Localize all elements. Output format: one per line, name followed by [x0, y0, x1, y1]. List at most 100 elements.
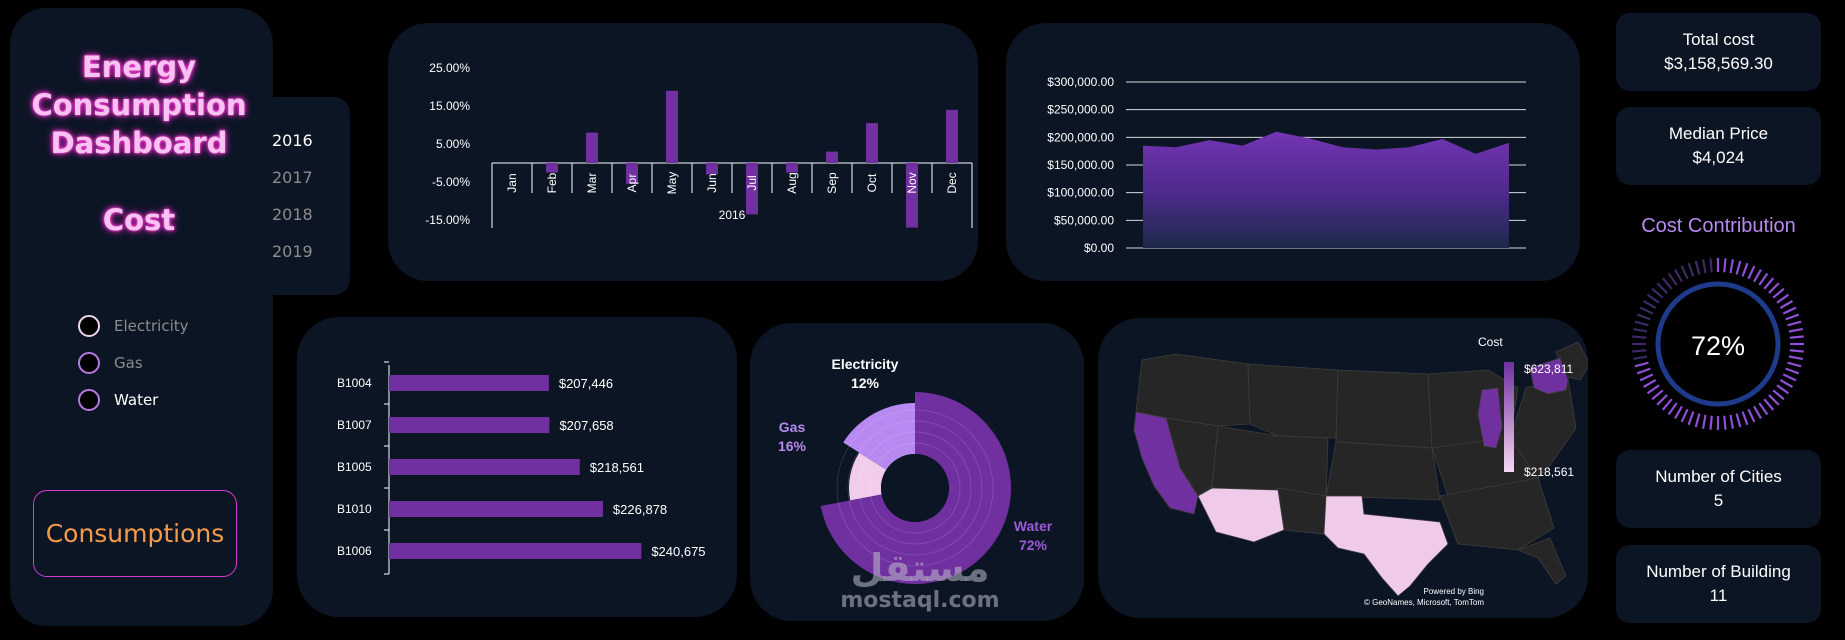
gauge-tick [1680, 265, 1689, 280]
building-cost-chart: B1004 $207,446 B1007 $207,658 B1005 $218,561 B… [337, 361, 706, 575]
y-tick-label: 5.00% [436, 137, 470, 151]
x-tick-label: Nov [905, 172, 919, 193]
state-illinois[interactable] [1477, 387, 1503, 449]
cities-card: Number of Cities 5 [1616, 450, 1821, 528]
slice-label-water: Water [1014, 518, 1053, 534]
bar-b1004 [389, 375, 549, 391]
year-2018[interactable]: 2018 [272, 205, 313, 224]
x-tick-label: May [665, 172, 679, 195]
state-texas[interactable] [1323, 495, 1449, 597]
gauge-tick [1741, 262, 1749, 277]
bar-dec [946, 109, 958, 163]
sunburst-ring [858, 431, 972, 545]
legend-water-label: Water [114, 391, 159, 409]
year-slicer-panel [262, 97, 350, 295]
state-arizona[interactable] [1197, 487, 1285, 543]
legend-water[interactable]: Water [78, 389, 158, 411]
gauge-tick [1753, 405, 1762, 420]
gas-radio-icon [78, 352, 100, 374]
category-label: B1005 [337, 460, 372, 474]
gauge-tick [1763, 398, 1775, 411]
value-label: $218,561 [590, 460, 644, 475]
y-tick-label: $250,000.00 [1047, 103, 1114, 117]
cost-contribution-title: Cost Contribution [1641, 215, 1796, 237]
year-2017[interactable]: 2017 [272, 168, 313, 187]
map-legend-max: $623,811 [1524, 362, 1573, 376]
total-cost-value: $3,158,569.30 [1664, 54, 1773, 73]
category-label: B1006 [337, 544, 372, 558]
legend-gas[interactable]: Gas [78, 352, 143, 374]
bar-b1006 [389, 543, 642, 559]
gauge-tick [1674, 268, 1683, 283]
year-2019[interactable]: 2019 [272, 242, 313, 261]
dashboard-title: Energy Consumption Dashboard [14, 48, 264, 162]
gauge-tick [1768, 394, 1780, 406]
gauge-tick [1785, 313, 1800, 321]
gauge-tick [1789, 349, 1804, 353]
bar-jul [746, 163, 758, 215]
x-tick-label: Aug [785, 172, 799, 193]
map-legend-min: $218,561 [1524, 465, 1574, 479]
value-label: $207,658 [559, 418, 613, 433]
bar-oct [866, 123, 878, 163]
cities-label: Number of Cities [1655, 467, 1782, 486]
consumptions-button[interactable]: Consumptions [33, 490, 237, 577]
cities-value: 5 [1713, 491, 1724, 510]
gauge-tick [1768, 282, 1780, 294]
gauge-tick [1776, 384, 1790, 395]
slice-pct-water: 72% [1019, 537, 1048, 553]
legend-electricity[interactable]: Electricity [78, 315, 189, 337]
sunburst-ring [836, 409, 994, 567]
gauge-tick [1787, 361, 1802, 368]
y-tick-label: $0.00 [1084, 241, 1114, 255]
buildings-value: 11 [1709, 586, 1728, 605]
gauge-tick [1709, 415, 1713, 430]
state-new-york[interactable] [1529, 357, 1569, 395]
gauge-tick [1642, 300, 1657, 309]
donut-hole [881, 454, 949, 522]
bar-aug [786, 163, 798, 173]
sunburst-ring [869, 442, 961, 534]
total-cost-label: Total cost [1682, 30, 1755, 49]
watermark-domain: mostaql.com [840, 588, 1000, 613]
map-legend-title: Cost [1478, 335, 1503, 349]
state-appalachia [1509, 377, 1577, 479]
bar-b1010 [389, 501, 603, 517]
gauge-tick [1694, 260, 1701, 275]
gauge-tick [1729, 414, 1735, 429]
state-california[interactable] [1133, 411, 1199, 515]
dashboard-subtitle: Cost [102, 203, 176, 237]
gauge-tick [1636, 367, 1651, 375]
contribution-panel: Water 72% Electricity 12% Gas 16% [750, 323, 1084, 621]
gauge-tick [1787, 320, 1802, 327]
x-tick-label: Sep [825, 172, 839, 194]
x-tick-label: Feb [545, 172, 559, 193]
state-utah-colorado [1211, 425, 1329, 499]
us-cost-map[interactable]: Cost $623,811 $218,561 Powered by Bing ©… [1098, 318, 1591, 618]
state-florida [1516, 537, 1567, 585]
title-line-1: Energy [81, 50, 197, 84]
year-2016[interactable]: 2016 [272, 131, 313, 150]
category-label: B1004 [337, 376, 372, 390]
gauge-tick [1632, 349, 1647, 353]
x-tick-label: Apr [625, 174, 639, 193]
median-price-card: Median Price $4,024 [1616, 107, 1821, 185]
cost-area-panel: $300,000.00 $250,000.00 $200,000.00 $150,00… [1006, 23, 1580, 281]
category-label: B1010 [337, 502, 372, 516]
slice-gas [843, 403, 915, 470]
gauge-tick [1667, 402, 1678, 416]
slice-water [820, 392, 1011, 584]
x-tick-label: Jun [705, 173, 719, 192]
slice-label-gas: Gas [779, 419, 806, 435]
y-tick-label: $300,000.00 [1047, 75, 1114, 89]
slice-pct-electricity: 12% [851, 375, 880, 391]
bar-may [666, 90, 678, 163]
legend-electricity-label: Electricity [114, 317, 189, 335]
state-plains [1335, 369, 1433, 449]
buildings-label: Number of Building [1646, 562, 1791, 581]
contribution-sunburst-chart: Water 72% Electricity 12% Gas 16% [778, 356, 1053, 584]
gauge-tick [1642, 379, 1657, 388]
state-new-mexico [1277, 487, 1327, 535]
x-tick-label: Oct [865, 173, 879, 192]
map-panel: Cost $623,811 $218,561 Powered by Bing ©… [1098, 318, 1591, 618]
